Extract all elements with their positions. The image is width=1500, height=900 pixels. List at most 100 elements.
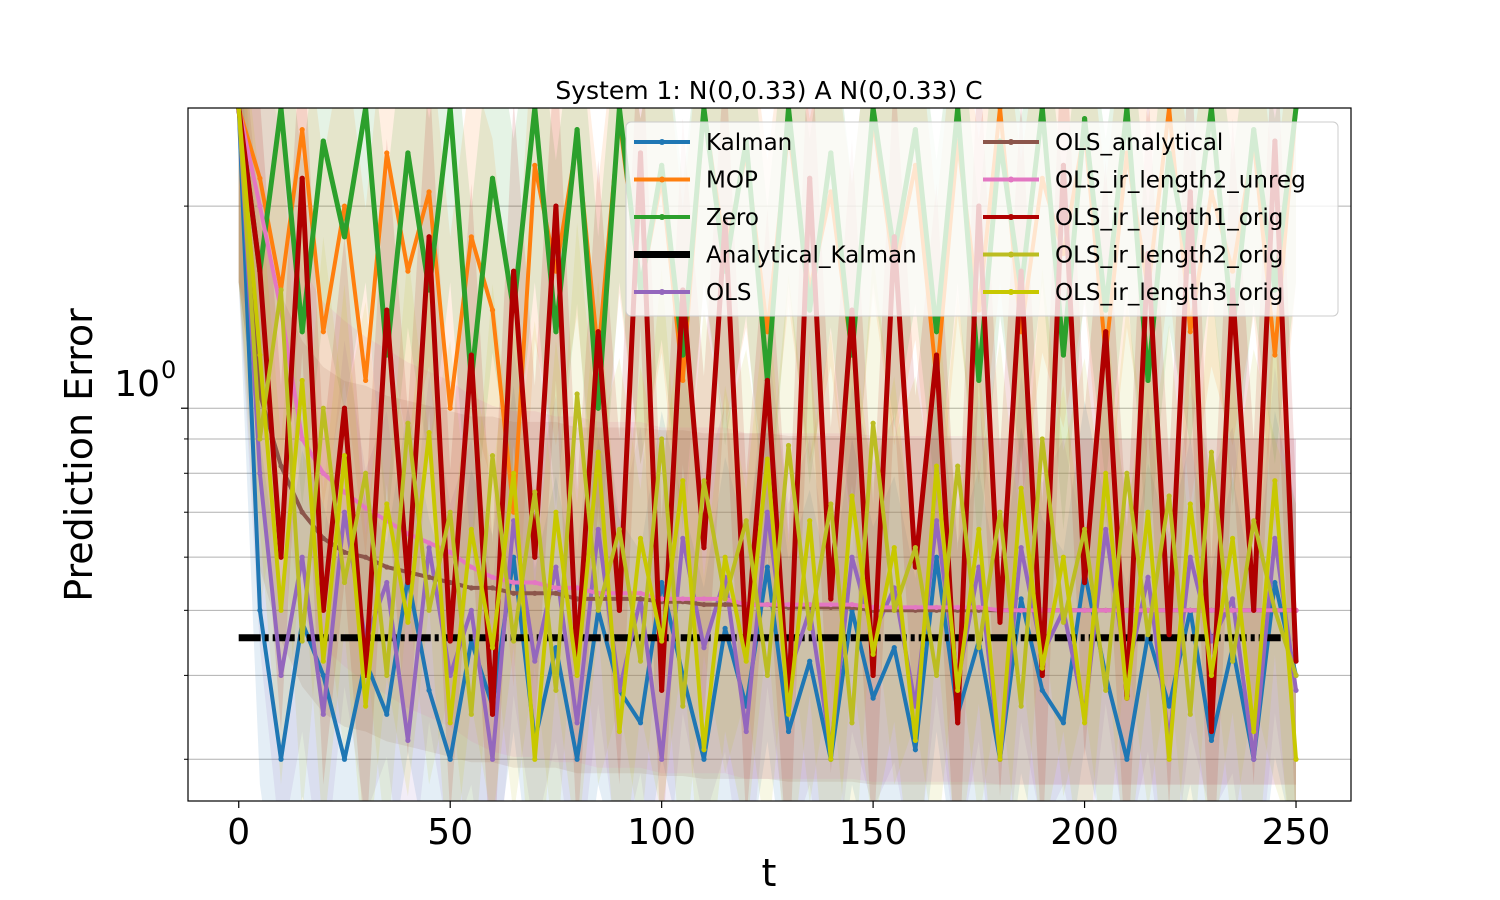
data-point-kalman — [574, 756, 580, 762]
data-point-ols-analytical — [553, 590, 559, 596]
data-point-ols-ir-length3-orig — [489, 645, 496, 651]
legend-label: OLS_analytical — [1055, 130, 1223, 156]
data-point-kalman — [785, 728, 792, 735]
data-point-ols-analytical — [489, 585, 496, 591]
data-point-ols-ir-length2-unreg — [764, 601, 770, 608]
data-point-ols-ir-length3-orig — [341, 453, 348, 459]
data-point-ols-ir-length2-unreg — [828, 601, 834, 608]
data-point-ols-ir-length2-unreg — [489, 574, 496, 580]
data-point-ols-ir-length3-orig — [912, 737, 919, 744]
data-point-ols-ir-length2-orig — [1272, 607, 1278, 613]
data-point-ols-ir-length2-unreg — [1103, 607, 1109, 613]
data-point-ols-ir-length2-unreg — [553, 585, 559, 591]
data-point-ols-ir-length2-unreg — [976, 604, 982, 611]
legend-label: Kalman — [706, 130, 792, 156]
data-point-ols-ir-length1-orig — [299, 175, 305, 181]
data-point-ols-ir-length3-orig — [1124, 695, 1130, 701]
data-point-ols-ir-length3-orig — [320, 658, 326, 664]
data-point-zero — [785, 108, 792, 111]
data-point-ols-ir-length1-orig — [553, 203, 559, 209]
data-point-ols — [299, 554, 305, 560]
data-point-ols-ir-length1-orig — [426, 234, 432, 240]
data-point-kalman — [701, 756, 707, 762]
data-point-ols — [976, 564, 982, 570]
data-point-kalman — [341, 756, 348, 762]
data-point-ols-ir-length2-orig — [659, 436, 665, 442]
data-point-ols — [1229, 596, 1236, 602]
data-point-zero — [574, 127, 580, 133]
data-point-ols-ir-length2-orig — [595, 607, 601, 613]
data-point-ols — [574, 720, 580, 726]
data-point-ols-ir-length2-orig — [1060, 619, 1067, 625]
data-point-ols-ir-length2-orig — [320, 405, 326, 411]
data-point-zero — [278, 108, 284, 111]
data-point-ols — [595, 526, 601, 532]
data-point-ols-ir-length3-orig — [891, 545, 897, 551]
data-point-ols-ir-length3-orig — [1187, 501, 1193, 507]
data-point-ols-analytical — [468, 585, 474, 591]
data-point-ols-ir-length2-orig — [511, 638, 517, 644]
data-point-kalman — [426, 687, 432, 693]
data-point-zero — [1060, 352, 1067, 358]
data-point-kalman — [278, 756, 284, 762]
data-point-ols-ir-length2-orig — [828, 501, 834, 507]
data-point-ols-ir-length2-unreg — [1018, 607, 1024, 613]
legend-label: MOP — [706, 168, 758, 194]
data-point-ols-ir-length2-orig — [1103, 687, 1109, 693]
data-point-ols-ir-length2-unreg — [363, 505, 369, 511]
data-point-ols-ir-length2-orig — [363, 470, 369, 476]
data-point-ols-ir-length2-orig — [257, 436, 263, 442]
data-point-ols — [426, 545, 432, 551]
data-point-mop — [1272, 352, 1278, 358]
data-point-ols-ir-length1-orig — [405, 579, 411, 586]
data-point-ols-ir-length1-orig — [1103, 329, 1109, 335]
data-point-ols-ir-length2-unreg — [912, 604, 919, 611]
data-point-ols-ir-length2-unreg — [320, 470, 326, 476]
x-tick-label: 100 — [627, 812, 696, 853]
data-point-ols-ir-length1-orig — [384, 307, 390, 313]
data-point-ols-ir-length2-orig — [1187, 711, 1193, 717]
data-point-kalman — [659, 579, 665, 586]
data-point-zero — [447, 108, 453, 111]
data-point-mop — [405, 268, 411, 274]
data-point-ols-ir-length2-orig — [1251, 518, 1257, 524]
data-point-zero — [341, 234, 348, 240]
data-point-ols-ir-length2-orig — [384, 672, 390, 678]
data-point-ols-ir-length3-orig — [1060, 554, 1067, 560]
data-point-ols-ir-length2-orig — [1145, 632, 1151, 638]
data-point-ols-ir-length1-orig — [955, 720, 961, 726]
data-point-ols-analytical — [363, 554, 369, 560]
data-point-ols-ir-length3-orig — [1251, 728, 1257, 735]
data-point-ols-ir-length1-orig — [616, 607, 622, 613]
data-point-ols-ir-length1-orig — [468, 352, 474, 358]
data-point-ols — [1293, 687, 1299, 693]
data-point-ols-ir-length3-orig — [722, 554, 728, 560]
data-point-ols-ir-length3-orig — [807, 518, 813, 524]
data-point-ols-ir-length3-orig — [997, 756, 1003, 762]
data-point-mop — [468, 234, 474, 240]
legend-label: OLS_ir_length2_orig — [1055, 243, 1283, 269]
data-point-kalman — [1060, 720, 1067, 726]
data-point-ols-ir-length1-orig — [701, 545, 707, 551]
data-point-zero — [955, 108, 961, 111]
data-point-kalman — [870, 695, 876, 701]
x-tick-label: 150 — [839, 812, 908, 853]
data-point-ols-ir-length3-orig — [384, 501, 390, 507]
data-point-ols-ir-length1-orig — [489, 711, 496, 717]
data-point-ols-ir-length2-orig — [912, 545, 919, 551]
legend-marker — [659, 214, 665, 220]
data-point-mop — [489, 307, 496, 313]
data-point-ols-ir-length2-unreg — [532, 579, 538, 586]
x-tick-label: 250 — [1262, 812, 1331, 853]
legend-label: Zero — [706, 205, 759, 231]
data-point-kalman — [764, 564, 770, 570]
data-point-ols-ir-length3-orig — [955, 687, 961, 693]
legend-marker — [659, 289, 665, 295]
data-point-ols-ir-length3-orig — [574, 672, 580, 678]
data-point-ols-ir-length3-orig — [659, 638, 665, 644]
y-axis-ticks: 10 0 — [114, 356, 188, 409]
x-axis-label: t — [762, 851, 777, 895]
data-point-ols-ir-length2-orig — [680, 703, 686, 709]
data-point-ols-analytical — [511, 590, 517, 596]
data-point-ols-ir-length3-orig — [1018, 485, 1024, 491]
